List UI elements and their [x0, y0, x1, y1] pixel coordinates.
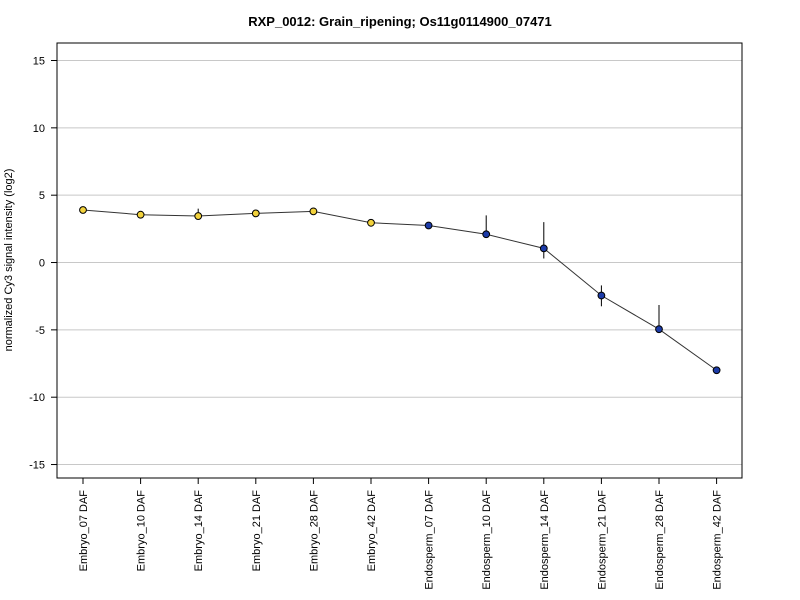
data-point	[655, 325, 663, 334]
data-point	[712, 366, 721, 375]
x-tick-label: Embryo_07 DAF	[78, 490, 90, 572]
data-point	[251, 209, 260, 218]
x-tick-label: Endosperm_28 DAF	[654, 490, 666, 590]
y-tick-label: 10	[33, 123, 45, 135]
x-tick-label: Endosperm_42 DAF	[712, 490, 724, 590]
x-tick-label: Embryo_42 DAF	[366, 490, 378, 572]
y-axis-label: normalized Cy3 signal intensity (log2)	[3, 169, 15, 352]
x-tick-label: Embryo_21 DAF	[251, 490, 263, 572]
x-tick-label: Embryo_10 DAF	[136, 490, 148, 572]
y-tick-label: -10	[29, 392, 45, 404]
x-tick-label: Embryo_14 DAF	[193, 490, 205, 572]
data-point	[539, 244, 548, 253]
data-point	[136, 210, 145, 219]
series-layer	[79, 206, 721, 375]
chart-title: RXP_0012: Grain_ripening; Os11g0114900_0…	[248, 14, 552, 29]
plot-frame	[56, 42, 743, 479]
x-tick-label: Embryo_28 DAF	[308, 490, 320, 572]
x-tick-label: Endosperm_07 DAF	[424, 490, 436, 590]
x-tick-label: Endosperm_14 DAF	[539, 490, 551, 590]
data-point	[597, 291, 606, 300]
x-tick-label: Endosperm_21 DAF	[596, 490, 608, 590]
x-tick-label: Endosperm_10 DAF	[481, 490, 493, 590]
data-point	[482, 230, 491, 239]
y-tick-label: -15	[29, 460, 45, 472]
data-point	[309, 207, 318, 216]
y-tick-label: 0	[39, 258, 45, 270]
data-point	[79, 206, 87, 214]
y-tick-label: -5	[35, 325, 45, 337]
data-point	[367, 218, 375, 227]
axis-layer: -15 -10 -5 0 5 10 15 Embryo_07 DAF Embryo_10 DAF…	[29, 56, 724, 590]
grid-layer	[57, 60, 742, 466]
y-tick-label: 5	[39, 190, 45, 202]
data-point	[194, 212, 203, 220]
y-tick-label: 15	[33, 56, 45, 68]
series-line	[82, 209, 717, 371]
data-point	[424, 221, 433, 230]
